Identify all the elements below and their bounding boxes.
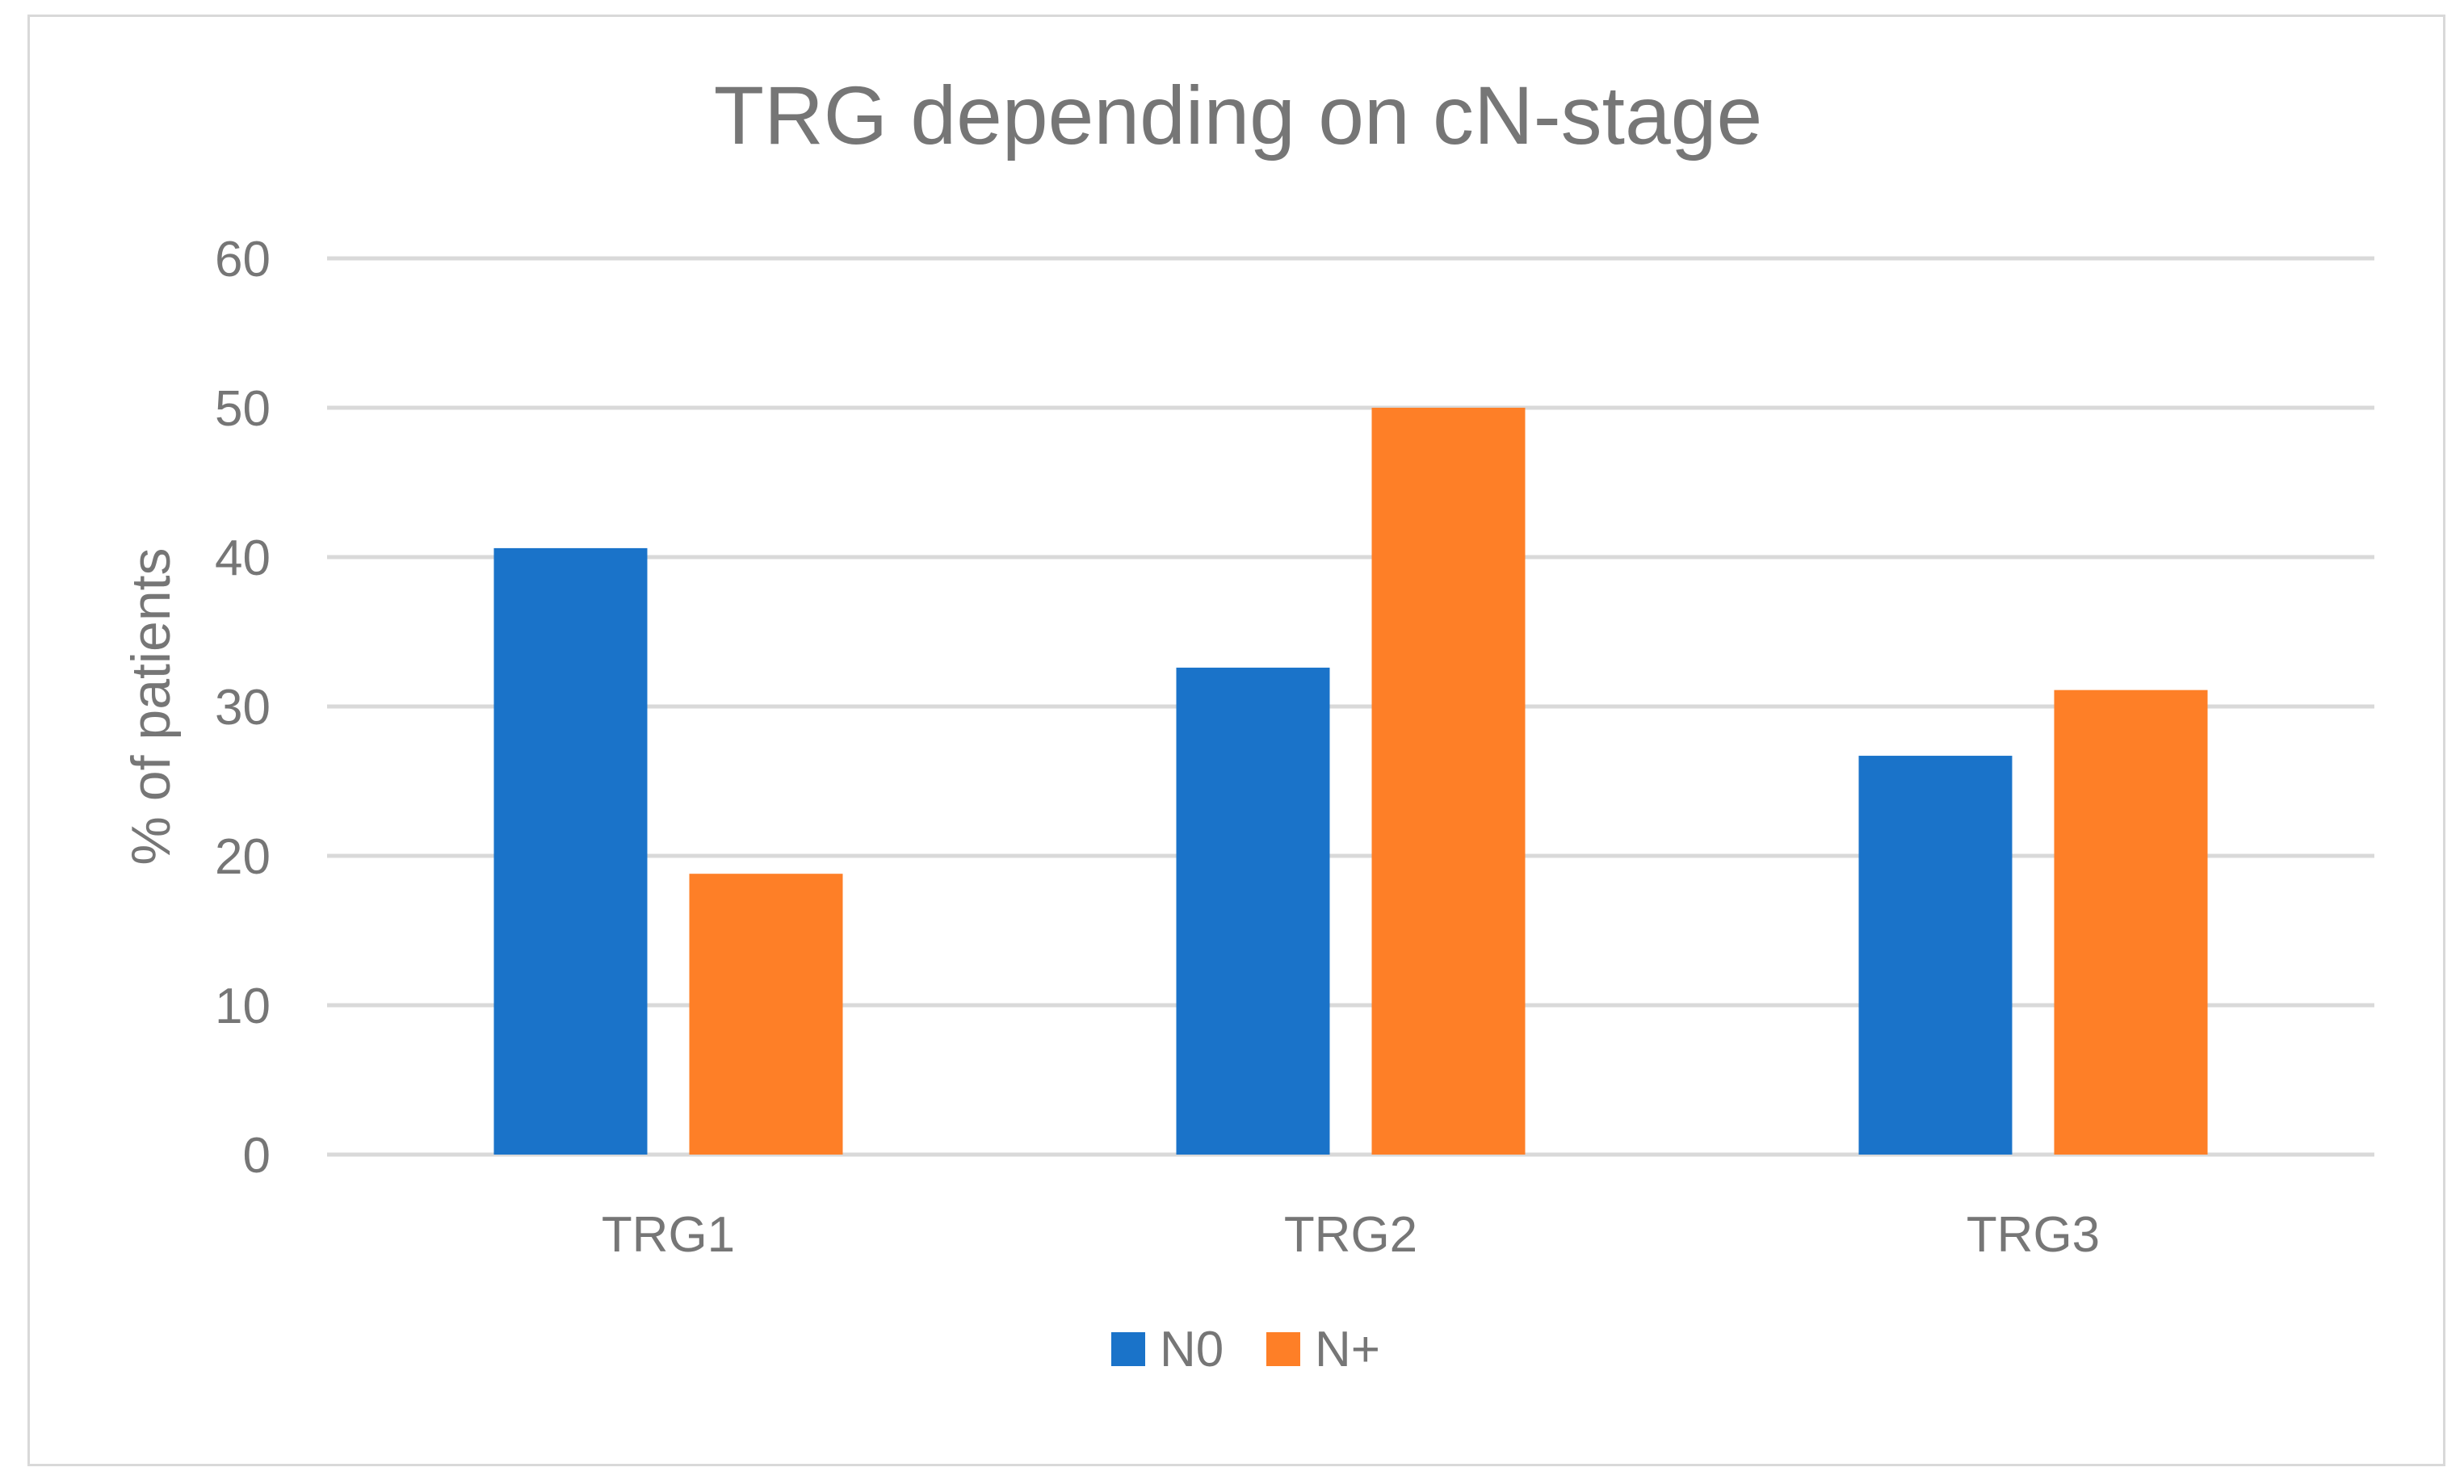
legend-label-n0: N0 — [1160, 1322, 1224, 1377]
bar-n0-trg1 — [493, 547, 648, 1155]
x-tick-label: TRG3 — [1967, 1207, 2100, 1263]
gridlines — [327, 256, 2374, 1157]
legend-swatch-n0 — [1111, 1332, 1145, 1366]
legend-swatch-nplus — [1266, 1332, 1300, 1366]
x-tick-label: TRG1 — [602, 1207, 735, 1263]
bar-nplus-trg1 — [689, 874, 843, 1155]
bar-n0-trg3 — [1858, 756, 2013, 1155]
y-tick-label: 50 — [215, 381, 271, 437]
bar-n0-trg2 — [1176, 667, 1330, 1155]
y-tick-label: 20 — [215, 829, 271, 885]
y-axis-label: % of patients — [120, 547, 182, 865]
chart-title: TRG depending on cN-stage — [714, 69, 1762, 161]
bar-nplus-trg3 — [2054, 690, 2208, 1155]
x-axis-ticks: TRG1 TRG2 TRG3 — [602, 1207, 2100, 1263]
y-axis-ticks: 0 10 20 30 40 50 60 — [215, 232, 271, 1184]
y-tick-label: 0 — [243, 1128, 271, 1184]
bar-nplus-trg2 — [1371, 408, 1526, 1155]
y-tick-label: 30 — [215, 680, 271, 736]
y-tick-label: 60 — [215, 232, 271, 287]
legend-label-nplus: N+ — [1315, 1322, 1380, 1377]
bars — [493, 408, 2208, 1155]
legend: N0 N+ — [1111, 1322, 1380, 1377]
x-tick-label: TRG2 — [1284, 1207, 1417, 1263]
y-tick-label: 40 — [215, 530, 271, 586]
y-tick-label: 10 — [215, 979, 271, 1034]
